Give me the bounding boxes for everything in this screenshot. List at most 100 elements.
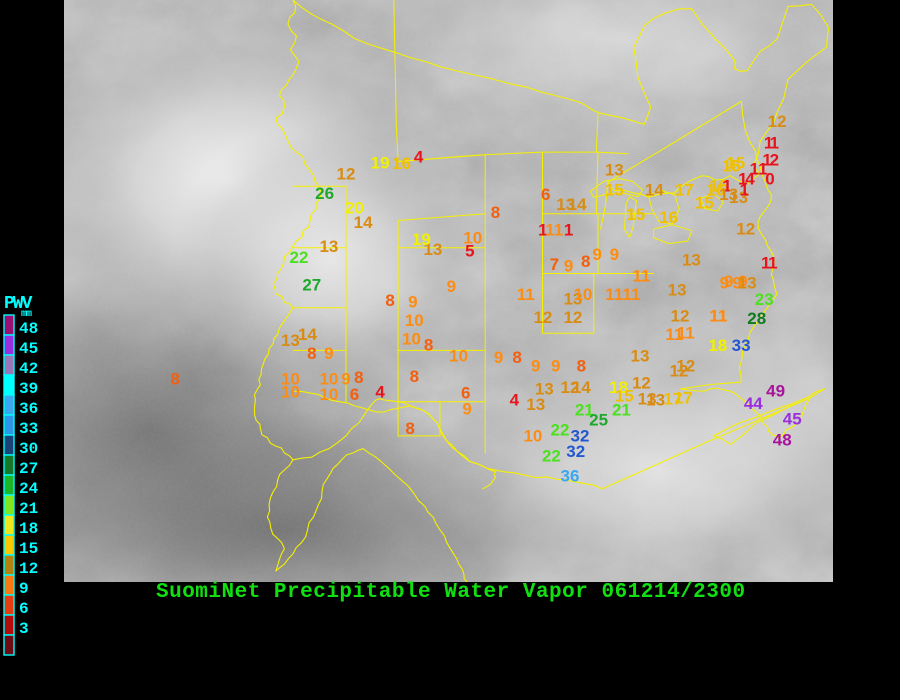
svg-text:4: 4 [745, 169, 755, 188]
svg-text:30: 30 [19, 440, 38, 458]
svg-text:33: 33 [732, 336, 751, 355]
svg-text:24: 24 [19, 480, 39, 498]
svg-text:48: 48 [19, 320, 38, 338]
svg-text:17: 17 [674, 388, 693, 407]
svg-text:19: 19 [412, 230, 431, 249]
svg-text:11: 11 [665, 325, 683, 344]
svg-text:11: 11 [605, 285, 623, 304]
svg-text:14: 14 [298, 325, 317, 344]
svg-text:9: 9 [494, 348, 503, 367]
svg-text:14: 14 [568, 195, 587, 214]
svg-text:13: 13 [719, 185, 738, 204]
svg-text:48: 48 [773, 431, 792, 450]
svg-text:9: 9 [408, 293, 417, 312]
svg-text:14: 14 [354, 213, 373, 232]
svg-text:44: 44 [744, 394, 763, 413]
svg-text:15: 15 [19, 540, 38, 558]
svg-text:4: 4 [414, 147, 424, 166]
svg-text:11: 11 [632, 266, 650, 285]
svg-text:8: 8 [512, 348, 521, 367]
svg-text:13: 13 [281, 331, 300, 350]
svg-text:11: 11 [622, 285, 640, 304]
svg-text:8: 8 [577, 356, 586, 375]
svg-text:13: 13 [526, 395, 545, 414]
svg-text:13: 13 [682, 251, 701, 270]
svg-text:32: 32 [566, 442, 585, 461]
svg-text:42: 42 [19, 360, 38, 378]
svg-text:6: 6 [541, 185, 550, 204]
svg-text:15: 15 [605, 181, 624, 200]
svg-text:13: 13 [646, 391, 665, 410]
svg-text:12: 12 [671, 306, 690, 325]
svg-text:13: 13 [319, 237, 338, 256]
svg-text:9: 9 [610, 245, 619, 264]
svg-text:18: 18 [19, 520, 38, 538]
svg-text:12: 12 [533, 308, 552, 327]
svg-text:9: 9 [531, 356, 540, 375]
svg-text:12: 12 [337, 165, 356, 184]
svg-text:21: 21 [19, 500, 38, 518]
svg-text:12: 12 [768, 112, 787, 131]
svg-text:13: 13 [605, 161, 624, 180]
svg-text:39: 39 [19, 380, 38, 398]
svg-text:8: 8 [491, 203, 500, 222]
svg-text:7: 7 [550, 255, 559, 274]
svg-text:8: 8 [405, 419, 414, 438]
svg-text:3: 3 [19, 620, 29, 638]
svg-text:16: 16 [659, 208, 678, 227]
svg-text:5: 5 [465, 241, 474, 260]
svg-text:9: 9 [564, 256, 573, 275]
svg-text:10: 10 [281, 382, 300, 401]
svg-text:13: 13 [631, 346, 650, 365]
svg-text:18: 18 [708, 336, 727, 355]
svg-text:11: 11 [517, 285, 535, 304]
svg-text:13: 13 [738, 274, 757, 293]
svg-text:10: 10 [402, 330, 421, 349]
svg-text:15: 15 [626, 205, 645, 224]
svg-text:15: 15 [695, 194, 714, 213]
svg-text:1: 1 [768, 254, 777, 273]
svg-text:36: 36 [561, 466, 580, 485]
svg-text:12: 12 [19, 560, 38, 578]
svg-text:8: 8 [307, 344, 316, 363]
svg-text:15: 15 [722, 156, 741, 175]
svg-text:36: 36 [19, 400, 38, 418]
svg-text:1: 1 [564, 221, 573, 240]
svg-text:8: 8 [581, 252, 590, 271]
svg-text:14: 14 [572, 378, 591, 397]
svg-text:25: 25 [589, 411, 608, 430]
svg-text:10: 10 [523, 426, 542, 445]
svg-text:9: 9 [592, 245, 601, 264]
svg-text:28: 28 [747, 309, 766, 328]
svg-text:26: 26 [315, 184, 334, 203]
svg-text:22: 22 [290, 248, 309, 267]
svg-text:2: 2 [770, 151, 779, 170]
svg-text:4: 4 [375, 382, 385, 401]
svg-text:0: 0 [765, 169, 774, 188]
svg-text:11: 11 [545, 221, 563, 240]
svg-text:22: 22 [542, 446, 561, 465]
svg-text:23: 23 [755, 290, 774, 309]
svg-text:4: 4 [510, 391, 520, 410]
svg-text:49: 49 [766, 382, 785, 401]
svg-text:9: 9 [19, 580, 29, 598]
svg-text:9: 9 [720, 274, 729, 293]
svg-text:9: 9 [324, 344, 333, 363]
svg-text:13: 13 [668, 281, 687, 300]
svg-text:19: 19 [371, 153, 390, 172]
svg-text:12: 12 [736, 219, 755, 238]
svg-text:45: 45 [19, 340, 38, 358]
svg-text:8: 8 [410, 367, 419, 386]
svg-text:33: 33 [19, 420, 38, 438]
svg-text:12: 12 [669, 362, 688, 381]
svg-text:9: 9 [551, 356, 560, 375]
svg-text:11: 11 [709, 307, 727, 326]
svg-text:9: 9 [447, 277, 456, 296]
svg-text:10: 10 [405, 311, 424, 330]
svg-text:8: 8 [385, 291, 394, 310]
svg-text:16: 16 [392, 154, 411, 173]
svg-text:45: 45 [783, 409, 802, 428]
svg-text:10: 10 [319, 385, 338, 404]
svg-text:12: 12 [563, 308, 582, 327]
svg-text:8: 8 [424, 335, 433, 354]
